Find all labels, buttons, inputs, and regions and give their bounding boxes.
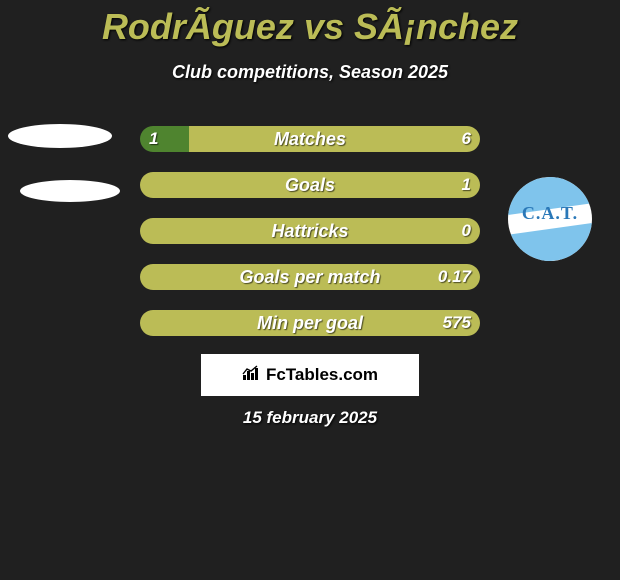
- date-text: 15 february 2025: [0, 408, 620, 428]
- bar-track: [140, 264, 480, 290]
- chart-icon: [242, 355, 262, 397]
- bar-right: [140, 264, 480, 290]
- stat-value-right: 0.17: [438, 264, 471, 290]
- attribution-box: FcTables.com: [201, 354, 419, 396]
- bar-right: [140, 310, 480, 336]
- stat-rows: Matches16Goals1Hattricks0Goals per match…: [0, 120, 620, 350]
- page-title: RodrÃ­guez vs SÃ¡nchez: [0, 0, 620, 48]
- title-vs: vs: [304, 6, 344, 47]
- bar-left: [140, 126, 189, 152]
- stat-row: Min per goal575: [0, 304, 620, 350]
- player2-name: SÃ¡nchez: [354, 6, 518, 47]
- bar-right: [140, 172, 480, 198]
- stat-row: Hattricks0: [0, 212, 620, 258]
- stat-row: Goals1: [0, 166, 620, 212]
- stat-value-right: 575: [443, 310, 471, 336]
- stat-value-right: 0: [462, 218, 471, 244]
- stat-row: Goals per match0.17: [0, 258, 620, 304]
- bar-right: [189, 126, 480, 152]
- bar-track: [140, 172, 480, 198]
- stat-value-left: 1: [149, 126, 158, 152]
- player1-name: RodrÃ­guez: [102, 6, 294, 47]
- stat-value-right: 1: [462, 172, 471, 198]
- comparison-infographic: RodrÃ­guez vs SÃ¡nchez Club competitions…: [0, 0, 620, 580]
- bar-track: [140, 218, 480, 244]
- bar-right: [140, 218, 480, 244]
- stat-value-right: 6: [462, 126, 471, 152]
- bar-track: [140, 126, 480, 152]
- subtitle: Club competitions, Season 2025: [0, 62, 620, 83]
- attribution-text: FcTables.com: [266, 365, 378, 384]
- bar-track: [140, 310, 480, 336]
- stat-row: Matches16: [0, 120, 620, 166]
